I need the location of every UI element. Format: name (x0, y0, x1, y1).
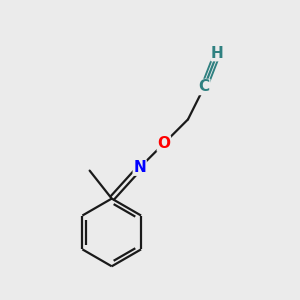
Text: O: O (157, 136, 170, 151)
Text: C: C (199, 80, 210, 94)
Text: N: N (133, 160, 146, 175)
Text: H: H (211, 46, 224, 61)
